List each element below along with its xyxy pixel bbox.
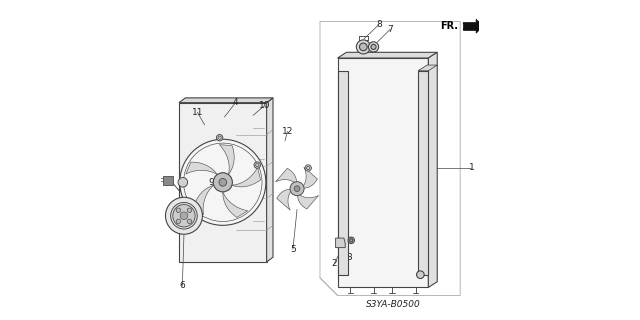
Circle shape	[166, 197, 202, 234]
Text: S3YA-B0500: S3YA-B0500	[366, 300, 420, 309]
Circle shape	[176, 208, 180, 212]
Circle shape	[294, 186, 300, 192]
Polygon shape	[337, 52, 437, 58]
Polygon shape	[428, 52, 437, 287]
Circle shape	[349, 239, 353, 242]
Circle shape	[219, 179, 227, 186]
Text: 9: 9	[208, 178, 214, 187]
Circle shape	[178, 178, 188, 187]
Polygon shape	[186, 162, 217, 175]
Polygon shape	[232, 167, 260, 187]
Polygon shape	[476, 19, 483, 33]
Circle shape	[188, 208, 192, 212]
Text: 3: 3	[346, 253, 351, 262]
Polygon shape	[220, 145, 234, 175]
Polygon shape	[194, 185, 214, 215]
Polygon shape	[335, 238, 345, 248]
Circle shape	[188, 219, 192, 223]
Polygon shape	[163, 176, 173, 185]
Text: 2: 2	[332, 259, 337, 268]
Polygon shape	[337, 58, 428, 287]
Circle shape	[417, 271, 424, 278]
Circle shape	[356, 40, 371, 54]
Text: 1: 1	[468, 164, 474, 172]
Polygon shape	[463, 22, 477, 30]
Text: 12: 12	[282, 127, 293, 136]
Polygon shape	[302, 167, 317, 188]
Circle shape	[180, 139, 266, 225]
Polygon shape	[337, 71, 348, 275]
Circle shape	[171, 203, 197, 229]
Polygon shape	[223, 192, 248, 217]
Text: 6: 6	[179, 281, 185, 290]
Text: 10: 10	[259, 101, 270, 110]
Polygon shape	[418, 65, 437, 71]
Circle shape	[348, 237, 355, 244]
Text: 7: 7	[387, 25, 393, 34]
Circle shape	[371, 44, 376, 50]
Text: 5: 5	[290, 245, 296, 254]
Circle shape	[254, 162, 260, 168]
Circle shape	[213, 173, 232, 192]
Circle shape	[360, 43, 367, 51]
Polygon shape	[276, 168, 296, 184]
Circle shape	[369, 42, 379, 52]
Polygon shape	[179, 98, 273, 103]
Circle shape	[176, 219, 180, 223]
Circle shape	[216, 134, 223, 141]
Circle shape	[180, 212, 188, 220]
Circle shape	[173, 204, 195, 227]
Text: FR.: FR.	[440, 21, 459, 31]
Polygon shape	[267, 98, 273, 262]
Polygon shape	[276, 189, 292, 210]
Text: 11: 11	[191, 108, 203, 117]
Polygon shape	[298, 193, 319, 209]
Polygon shape	[179, 103, 267, 262]
Circle shape	[290, 182, 304, 196]
Text: 4: 4	[233, 98, 238, 107]
Polygon shape	[418, 71, 428, 275]
Circle shape	[305, 165, 312, 171]
Text: 8: 8	[376, 20, 382, 29]
